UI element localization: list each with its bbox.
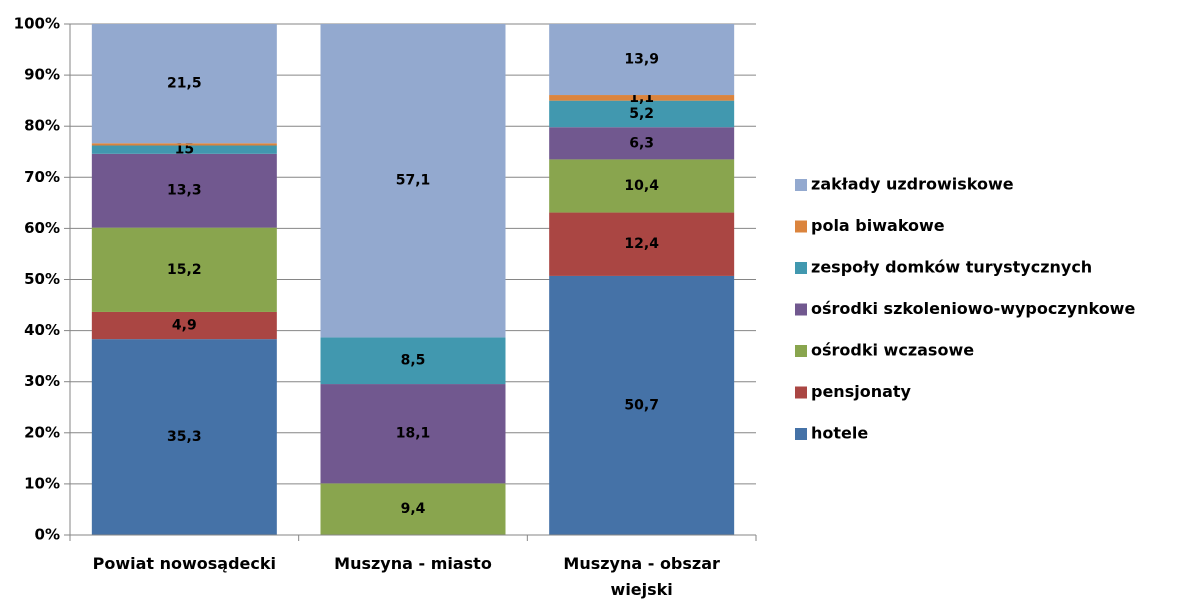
- bar-segment: [320, 483, 506, 535]
- data-label: 8,5: [401, 353, 426, 369]
- data-label: 50,7: [624, 397, 659, 413]
- bar-segment: [549, 100, 735, 128]
- bar-segment: [91, 153, 277, 228]
- y-tick-label: 40%: [24, 321, 60, 339]
- x-tick-label: Powiat nowosądecki: [92, 554, 277, 573]
- legend-label: zakłady uzdrowiskowe: [811, 175, 1014, 194]
- bar-segment: [91, 311, 277, 340]
- legend-swatch: [795, 386, 807, 399]
- data-label: 57,1: [396, 173, 431, 189]
- data-label: 10,4: [624, 178, 659, 194]
- data-label: 21,5: [167, 76, 202, 92]
- y-tick-label: 80%: [24, 117, 60, 135]
- bar-segment: [549, 24, 735, 96]
- legend-swatch: [795, 220, 807, 233]
- bar-segment: [91, 227, 277, 312]
- bar-segment: [91, 143, 277, 146]
- data-label: 15,2: [167, 262, 202, 278]
- y-tick-label: 0%: [35, 526, 60, 544]
- data-label: 35,3: [167, 429, 202, 445]
- bar-segment: [549, 95, 735, 101]
- data-label: 5,2: [629, 106, 654, 122]
- y-tick-label: 70%: [24, 168, 60, 186]
- data-label: 4,9: [172, 318, 197, 334]
- y-tick-label: 60%: [24, 219, 60, 237]
- bar-segment: [91, 145, 277, 154]
- bar-segment: [549, 127, 735, 160]
- y-tick-label: 90%: [24, 66, 60, 84]
- y-tick-label: 10%: [24, 474, 60, 492]
- bar-segment: [320, 384, 506, 484]
- y-tick-label: 100%: [14, 15, 60, 33]
- y-tick-label: 20%: [24, 423, 60, 441]
- x-tick-label: Muszyna - obszar wiejski: [563, 554, 720, 599]
- data-label: 18,1: [396, 426, 431, 442]
- legend-swatch: [795, 345, 807, 357]
- legend-label: pensjonaty: [811, 382, 912, 401]
- legend-label: pola biwakowe: [811, 216, 945, 235]
- y-tick-label: 30%: [24, 372, 60, 390]
- x-tick-label: Muszyna - miasto: [334, 554, 492, 573]
- data-label: 13,3: [167, 183, 202, 199]
- bar-segment: [549, 159, 735, 213]
- legend-swatch: [795, 303, 807, 316]
- bar-segment: [320, 24, 506, 338]
- data-label: 13,9: [624, 52, 659, 68]
- data-label: 9,4: [401, 501, 426, 517]
- bar-segment: [549, 275, 735, 535]
- legend-swatch: [795, 179, 807, 191]
- bar-segment: [320, 337, 506, 385]
- data-label: 15: [175, 142, 194, 158]
- bar-segment: [549, 212, 735, 276]
- legend-label: zespoły domków turystycznych: [811, 258, 1092, 277]
- data-label: 6,3: [629, 135, 654, 151]
- legend-swatch: [795, 262, 807, 274]
- bar-segment: [91, 339, 277, 535]
- data-label: 12,4: [624, 236, 659, 252]
- bar-segment: [91, 24, 277, 144]
- legend-label: ośrodki wczasowe: [811, 341, 974, 360]
- y-tick-label: 50%: [24, 270, 60, 288]
- legend-swatch: [795, 428, 807, 440]
- legend-label: hotele: [811, 424, 868, 443]
- legend-label: ośrodki szkoleniowo-wypoczynkowe: [811, 299, 1135, 318]
